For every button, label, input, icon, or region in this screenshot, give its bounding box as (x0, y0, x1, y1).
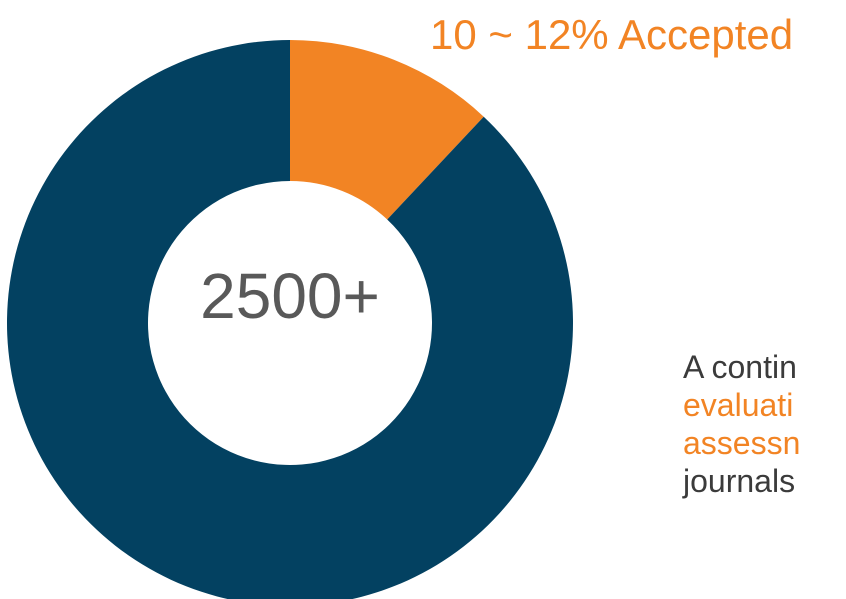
description-line-3: assessn (683, 425, 801, 461)
description-line-4: journals (683, 463, 796, 499)
accepted-slice-label: 10 ~ 12% Accepted (430, 11, 794, 58)
description-line-2: evaluati (683, 387, 794, 423)
donut-slice-accepted (290, 40, 484, 220)
center-total-label: 2500+ (200, 260, 380, 332)
description-text: A contin evaluati assessn journals (683, 348, 800, 500)
donut-slice-remaining (7, 40, 573, 599)
description-line-1: A contin (683, 349, 797, 385)
